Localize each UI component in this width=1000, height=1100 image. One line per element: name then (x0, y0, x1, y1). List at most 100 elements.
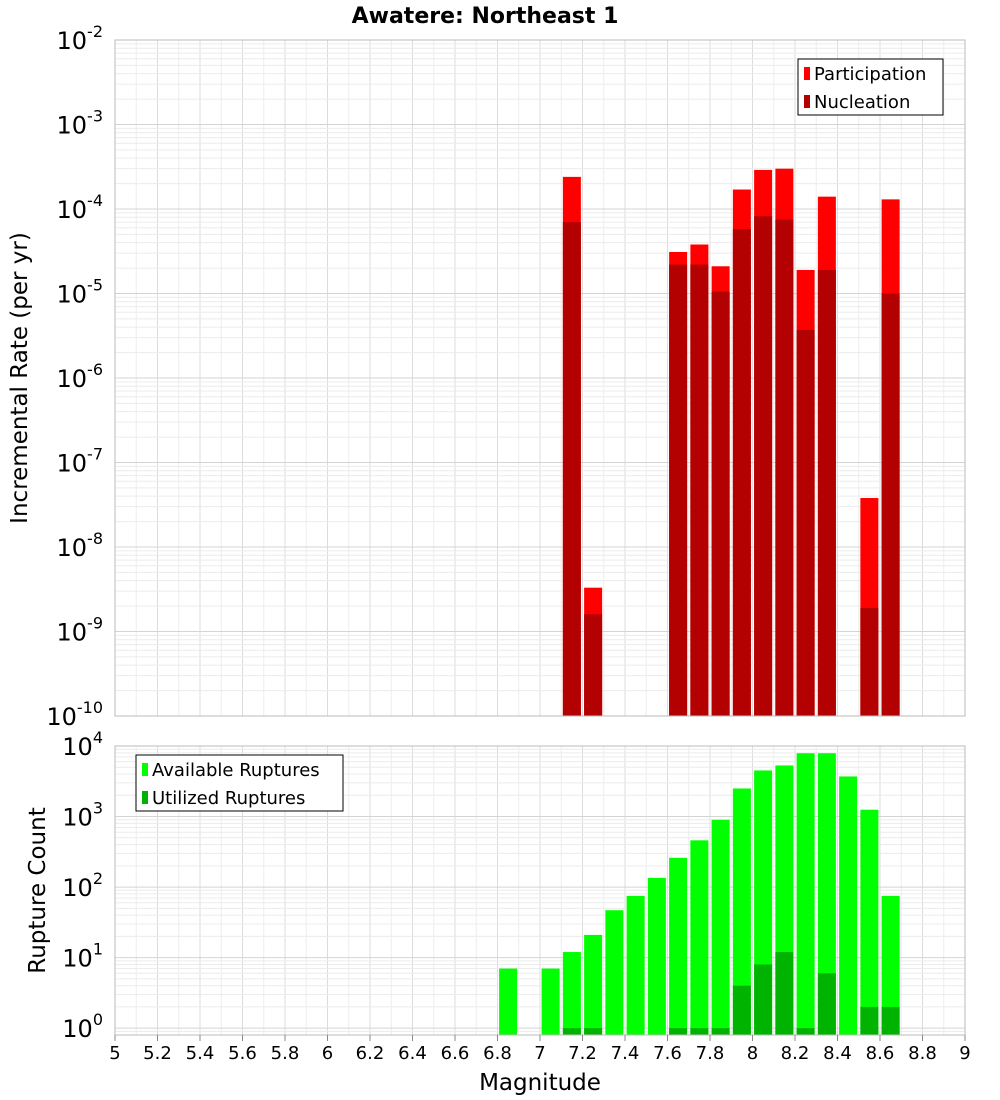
x-tick-label: 9 (959, 1043, 970, 1064)
series-nucleation (562, 216, 900, 717)
bar (775, 219, 794, 717)
x-tick-label: 8.4 (823, 1043, 852, 1064)
x-tick-label: 6.2 (356, 1043, 385, 1064)
bar (881, 1006, 900, 1035)
bar (541, 968, 560, 1035)
x-tick-label: 6.8 (483, 1043, 512, 1064)
x-tick-label: 7.2 (568, 1043, 597, 1064)
legend-swatch (142, 763, 148, 776)
bar (796, 1028, 815, 1035)
bar (669, 1028, 688, 1035)
bar (860, 809, 879, 1035)
bar (754, 964, 773, 1035)
legend-label: Available Ruptures (152, 760, 320, 781)
bottom-panel: 100 101 102 103 104 Rupture Count Available Ru… (25, 728, 966, 1043)
bar (732, 985, 751, 1035)
bar (562, 1028, 581, 1035)
bar (690, 264, 709, 716)
y-tick-label: 10-10 (46, 698, 103, 731)
bar (754, 216, 773, 717)
bar (711, 819, 730, 1035)
bar (796, 753, 815, 1035)
bar (499, 968, 518, 1035)
x-tick-label: 6 (322, 1043, 333, 1064)
bar (690, 840, 709, 1035)
y-tick-label: 102 (62, 869, 103, 902)
series-available-ruptures (499, 753, 900, 1035)
legend-label: Participation (814, 64, 926, 85)
bar (669, 264, 688, 716)
bar (732, 228, 751, 716)
y-tick-label: 101 (62, 940, 103, 973)
bar (860, 607, 879, 716)
x-tick-label: 8 (747, 1043, 758, 1064)
bar (562, 222, 581, 716)
y-axis-label: Incremental Rate (per yr) (7, 232, 33, 524)
bar (647, 877, 666, 1035)
y-tick-label: 10-4 (57, 191, 104, 224)
y-axis-label: Rupture Count (25, 807, 51, 973)
y-tick-label: 100 (62, 1010, 103, 1043)
chart-title: Awatere: Northeast 1 (352, 4, 619, 29)
bar (817, 269, 836, 716)
x-tick-label: 5.6 (228, 1043, 257, 1064)
top-panel: 10-10 10-9 10-8 10-7 10-6 10-5 10-4 10-3 10-2 Inc… (7, 22, 966, 731)
legend-label: Utilized Ruptures (152, 788, 305, 809)
x-tick-label: 6.4 (398, 1043, 427, 1064)
x-tick-label: 5.8 (271, 1043, 300, 1064)
x-tick-label: 7.6 (653, 1043, 682, 1064)
bar (584, 1028, 603, 1035)
y-tick-labels: 10-10 10-9 10-8 10-7 10-6 10-5 10-4 10-3 10-2 (46, 22, 103, 731)
legend-swatch (804, 95, 810, 108)
plot-frame (114, 39, 966, 717)
x-tick-label: 5.2 (143, 1043, 172, 1064)
legend-swatch (804, 67, 810, 80)
y-tick-label: 10-6 (57, 360, 104, 393)
y-tick-labels: 100 101 102 103 104 (62, 728, 103, 1043)
bar (626, 895, 645, 1035)
bar (562, 952, 581, 1035)
x-tick-label: 8.8 (908, 1043, 937, 1064)
bar (860, 1006, 879, 1035)
y-tick-label: 10-2 (57, 22, 104, 55)
bar (711, 291, 730, 716)
bar (732, 788, 751, 1035)
y-tick-label: 10-9 (57, 614, 104, 647)
bar (690, 1028, 709, 1035)
bar (881, 293, 900, 716)
y-tick-label: 10-8 (57, 529, 104, 562)
bar (584, 614, 603, 716)
gridlines (114, 40, 966, 717)
x-tick-label: 8.2 (781, 1043, 810, 1064)
legend-box (797, 58, 944, 116)
bar (605, 910, 624, 1035)
x-tick-label: 7 (534, 1043, 545, 1064)
x-axis: 5 5.2 5.4 5.6 5.8 6 6.2 6.4 6.6 6.8 7 7.2 7.4 7.6 7.8 8… (109, 1035, 971, 1064)
y-tick-label: 10-5 (57, 276, 104, 309)
bar (796, 329, 815, 716)
bar (669, 857, 688, 1035)
x-tick-label: 6.6 (441, 1043, 470, 1064)
series-utilized-ruptures (562, 952, 900, 1035)
legend: Available Ruptures Utilized Ruptures (135, 754, 344, 812)
x-tick-label: 7.8 (696, 1043, 725, 1064)
bar (881, 895, 900, 1035)
y-tick-label: 10-7 (57, 445, 104, 478)
bar (817, 753, 836, 1035)
legend-box (135, 754, 344, 812)
x-tick-label: 5.4 (186, 1043, 215, 1064)
y-tick-label: 103 (62, 799, 103, 832)
x-tick-label: 8.6 (866, 1043, 895, 1064)
bar (775, 952, 794, 1035)
bar (817, 973, 836, 1035)
y-tick-label: 10-3 (57, 107, 104, 140)
legend-swatch (142, 791, 148, 804)
x-tick-label: 5 (109, 1043, 120, 1064)
x-tick-label: 7.4 (611, 1043, 640, 1064)
x-axis-label: Magnitude (479, 1070, 601, 1096)
bar (711, 1028, 730, 1035)
legend: Participation Nucleation (797, 58, 944, 116)
bar (584, 934, 603, 1035)
y-tick-label: 104 (62, 728, 103, 761)
